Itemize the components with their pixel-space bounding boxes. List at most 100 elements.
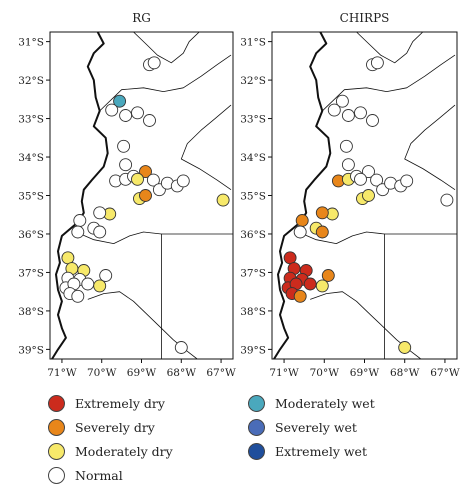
station-marker-moderately-dry bbox=[315, 279, 329, 293]
province-border-line bbox=[99, 54, 232, 112]
legend-item-normal: Normal bbox=[48, 464, 123, 486]
station-marker-severely-dry bbox=[139, 165, 152, 179]
station-marker-normal bbox=[71, 225, 85, 239]
lat-tick-label: 31°S bbox=[240, 37, 266, 49]
station-marker-normal bbox=[147, 56, 161, 70]
station-marker-normal bbox=[354, 106, 367, 120]
legend-label: Extremely wet bbox=[275, 443, 367, 459]
station-marker-normal bbox=[400, 174, 414, 188]
station-marker-normal bbox=[339, 139, 353, 153]
province-border-line bbox=[161, 233, 233, 359]
lat-tick-label: 38°S bbox=[240, 306, 266, 318]
station-marker-severely-dry bbox=[295, 214, 309, 227]
legend-label: Severely dry bbox=[75, 419, 155, 435]
legend-item-severely-dry: Severely dry bbox=[48, 416, 155, 438]
province-border-line bbox=[356, 32, 424, 64]
station-marker-severely-dry bbox=[321, 269, 335, 282]
station-marker-normal bbox=[73, 214, 87, 227]
station-marker-normal bbox=[146, 173, 160, 187]
province-border-line bbox=[404, 104, 456, 191]
station-marker-normal bbox=[93, 225, 107, 239]
legend-swatch bbox=[48, 394, 65, 412]
lon-tick-label: 67°W bbox=[430, 367, 460, 379]
lat-tick-label: 33°S bbox=[18, 114, 44, 126]
lat-tick-label: 32°S bbox=[240, 75, 266, 87]
station-marker-normal bbox=[105, 103, 119, 117]
lat-tick-label: 34°S bbox=[18, 152, 44, 164]
station-marker-normal bbox=[370, 173, 384, 187]
international-border-line bbox=[51, 32, 109, 359]
province-border-line bbox=[384, 233, 457, 359]
station-marker-normal bbox=[341, 109, 355, 122]
lat-tick-label: 38°S bbox=[18, 306, 44, 318]
legend-swatch bbox=[248, 418, 265, 436]
station-marker-extremely-dry bbox=[283, 251, 297, 265]
station-marker-normal bbox=[93, 206, 107, 220]
station-marker-normal bbox=[176, 174, 190, 188]
legend-swatch bbox=[48, 466, 65, 484]
station-marker-normal bbox=[131, 106, 144, 120]
station-marker-normal bbox=[370, 56, 384, 70]
lat-tick-label: 34°S bbox=[240, 152, 266, 164]
lon-tick-label: 69°W bbox=[127, 367, 157, 379]
lon-tick-label: 68°W bbox=[390, 367, 420, 379]
legend-label: Extremely dry bbox=[75, 395, 165, 411]
station-marker-normal bbox=[366, 114, 379, 127]
lon-tick-label: 68°W bbox=[167, 367, 197, 379]
lat-tick-label: 31°S bbox=[18, 37, 44, 49]
station-marker-normal bbox=[440, 193, 454, 207]
station-marker-normal bbox=[143, 114, 156, 127]
station-marker-normal bbox=[81, 277, 95, 291]
lat-tick-label: 37°S bbox=[240, 267, 266, 279]
map-panel-0: RG 31°S 32°S 33°S 34°S 35°S 36°S 37°S 38°S 39°S71… bbox=[18, 11, 236, 379]
station-marker-moderately-dry bbox=[93, 279, 107, 293]
lon-tick-label: 69°W bbox=[350, 367, 380, 379]
station-marker-moderately-dry bbox=[362, 189, 375, 202]
province-border-line bbox=[75, 231, 162, 244]
station-marker-severely-dry bbox=[315, 206, 329, 220]
station-marker-severely-dry bbox=[293, 289, 307, 303]
international-border-line bbox=[273, 32, 332, 359]
legend-swatch bbox=[48, 418, 65, 436]
legend-item-moderately-wet: Moderately wet bbox=[248, 392, 375, 414]
province-border-line bbox=[180, 104, 232, 191]
lon-tick-label: 71°W bbox=[47, 367, 77, 379]
station-marker-normal bbox=[327, 103, 341, 117]
station-marker-moderately-dry bbox=[216, 193, 230, 207]
lon-tick-label: 70°W bbox=[87, 367, 117, 379]
lat-tick-label: 35°S bbox=[18, 191, 44, 203]
station-marker-normal bbox=[174, 341, 188, 354]
lon-tick-label: 67°W bbox=[206, 367, 236, 379]
station-marker-normal bbox=[119, 109, 133, 122]
legend: Extremely dry Severely dry Moderately dry N… bbox=[0, 392, 467, 492]
lat-tick-label: 37°S bbox=[18, 267, 44, 279]
station-marker-normal bbox=[71, 289, 85, 303]
station-marker-normal bbox=[354, 172, 367, 186]
province-border-line bbox=[297, 231, 385, 244]
legend-item-moderately-dry: Moderately dry bbox=[48, 440, 173, 462]
station-marker-normal bbox=[99, 269, 113, 282]
station-marker-moderately-dry bbox=[61, 251, 75, 265]
map-figure: RG 31°S 32°S 33°S 34°S 35°S 36°S 37°S 38°S 39°S 71… bbox=[18, 11, 460, 379]
legend-swatch bbox=[48, 442, 65, 460]
legend-item-extremely-dry: Extremely dry bbox=[48, 392, 165, 414]
province-border-line bbox=[133, 32, 200, 64]
station-marker-extremely-dry bbox=[303, 277, 317, 291]
lat-tick-label: 36°S bbox=[240, 229, 266, 241]
legend-label: Normal bbox=[75, 467, 123, 483]
station-marker-moderately-wet bbox=[113, 94, 127, 108]
station-marker-severely-dry bbox=[315, 225, 329, 239]
lon-tick-label: 70°W bbox=[310, 367, 340, 379]
legend-swatch bbox=[248, 442, 265, 460]
station-marker-normal bbox=[362, 165, 375, 179]
map-panel-1: CHIRPS 31°S 32°S 33°S 34°S 35°S 36°S 37°S 38°S 39… bbox=[240, 11, 460, 379]
station-marker-normal bbox=[341, 158, 355, 172]
lat-tick-label: 39°S bbox=[240, 344, 266, 356]
station-marker-normal bbox=[293, 225, 307, 239]
lat-tick-label: 36°S bbox=[18, 229, 44, 241]
station-marker-severely-dry bbox=[139, 189, 152, 202]
station-marker-normal bbox=[119, 158, 133, 172]
panel-title: RG bbox=[132, 11, 151, 25]
lat-tick-label: 35°S bbox=[240, 191, 266, 203]
station-marker-normal bbox=[335, 94, 349, 108]
